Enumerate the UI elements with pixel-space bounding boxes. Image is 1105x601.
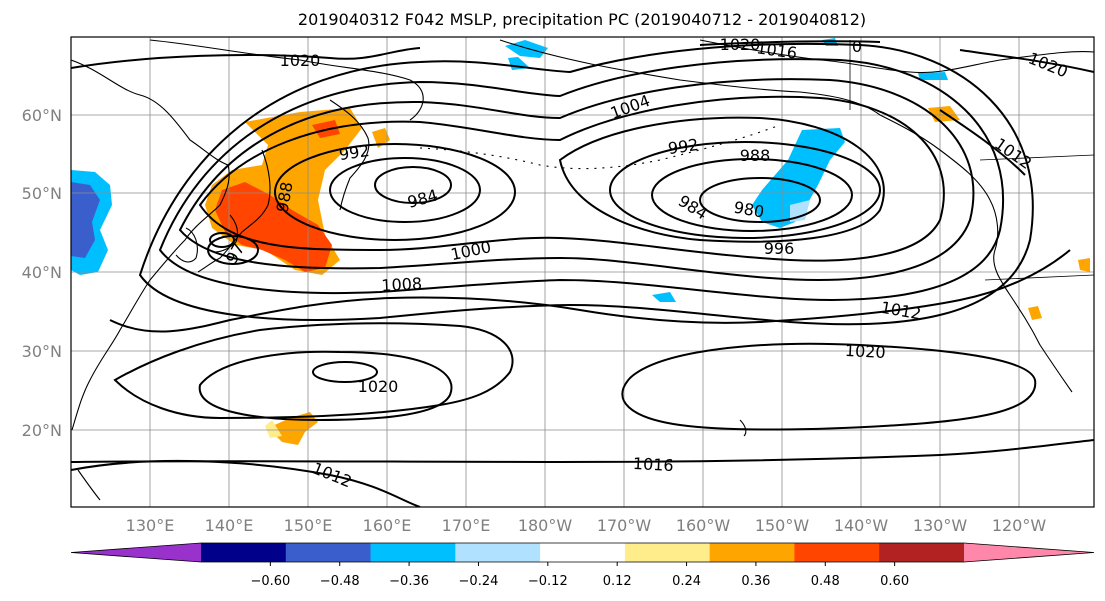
isobar-1020-top (71, 47, 421, 69)
precip-orange-east-3 (1078, 258, 1090, 272)
isobar-988-east (609, 141, 881, 239)
lon-label: 130°E (126, 516, 175, 535)
colorbar-segment (794, 543, 880, 562)
colorbar-segment (285, 543, 372, 562)
precip-cyan-alaska (752, 128, 845, 228)
isobar-label: 1008 (381, 274, 423, 295)
lat-axis: 60°N 50°N 40°N 30°N 20°N (22, 106, 62, 440)
colorbar-tick-label: 0.36 (741, 574, 770, 589)
isobar-1012-mid (109, 249, 1071, 333)
lat-label: 20°N (22, 421, 62, 440)
isobar-1016-south (71, 439, 1094, 464)
isobar-984-west (374, 166, 452, 204)
isobar-label: 1020 (280, 51, 321, 70)
lon-label: 120°W (992, 516, 1047, 535)
precip-cyan-top-3 (918, 72, 948, 80)
lat-label: 60°N (22, 106, 62, 125)
isobar-1000 (178, 78, 975, 281)
lat-label: 40°N (22, 263, 62, 282)
isobar-label: 1020 (844, 341, 886, 362)
isobar-label: 996 (764, 239, 795, 258)
colorbar (70, 542, 1095, 563)
map-title: 2019040312 F042 MSLP, precipitation PC (… (298, 10, 866, 29)
isobar-1016-top (699, 40, 881, 46)
isobar-small-japan (209, 232, 235, 248)
isobars (71, 40, 1094, 507)
isobar-label: 1016 (632, 454, 674, 475)
map-border (70, 36, 1095, 508)
isobar-992-west (274, 143, 516, 241)
lon-label: 180°W (518, 516, 573, 535)
precip-red-core (215, 182, 332, 272)
colorbar-segment (201, 543, 287, 562)
isobar-988-west (329, 157, 481, 223)
precip-cyan-patch-mid (652, 292, 676, 302)
lon-label: 160°W (676, 516, 731, 535)
isobar-label: 988 (740, 146, 771, 165)
lon-label: 150°W (755, 516, 810, 535)
colorbar-tick-label: −0.60 (250, 574, 290, 589)
precip-lightblue-alaska (790, 200, 810, 222)
colorbar-extend-min (71, 543, 201, 562)
colorbar-tick-label: 0.12 (603, 574, 632, 589)
colorbar-tick-label: −0.48 (320, 574, 360, 589)
precip-blue-asia (71, 182, 100, 258)
lon-label: 140°W (834, 516, 889, 535)
colorbar-tick-label: −0.24 (459, 574, 499, 589)
lon-label: 130°W (913, 516, 968, 535)
isobar-996 (198, 95, 945, 262)
lon-label: 150°E (284, 516, 333, 535)
isobar-1008 (138, 42, 1034, 326)
colorbar-tick-label: −0.36 (389, 574, 429, 589)
colorbar-tick-label: 0.24 (672, 574, 701, 589)
isobar-label: 1020 (358, 377, 399, 396)
isobar-1020-topright (959, 49, 1094, 73)
coastlines (71, 39, 1094, 501)
colorbar-ticks: −0.60 −0.48 −0.36 −0.24 −0.12 0.12 0.24 0.36 0.4… (250, 562, 909, 589)
colorbar-tick-label: 0.60 (880, 574, 909, 589)
gridlines (71, 37, 1094, 507)
lon-label: 170°W (597, 516, 652, 535)
lon-label: 170°E (442, 516, 491, 535)
isobar-label: 0 (852, 37, 862, 56)
isobar-small-japan-2 (207, 235, 259, 265)
lon-label: 160°E (363, 516, 412, 535)
lon-label: 140°E (205, 516, 254, 535)
isobar-1020-west (312, 361, 378, 383)
colorbar-tick-label: 0.48 (811, 574, 840, 589)
isobar-1012-south (71, 459, 421, 507)
precip-yellow-halo-20n (265, 420, 282, 438)
isobar-980-east (699, 177, 821, 223)
colorbar-segment (370, 543, 456, 562)
isobar-1020-east (621, 342, 1037, 431)
lat-label: 30°N (22, 342, 62, 361)
colorbar-segment (540, 543, 626, 562)
precip-orange-east-2 (1028, 306, 1042, 320)
isobar-984-east (651, 158, 853, 232)
isobar-label: 992 (667, 135, 700, 158)
precip-orange-patch-kamchatka (372, 128, 390, 148)
map-content: 1020 1020 1016 0 1020 1004 992 992 988 9… (71, 35, 1094, 507)
isobar-1012-right (939, 109, 1026, 176)
isobar-1018-west (198, 350, 453, 422)
isobar-1016-west (113, 322, 514, 420)
isobar-1004 (158, 58, 1005, 301)
isobar-label: 1020 (720, 35, 761, 54)
colorbar-extend-max (964, 543, 1094, 562)
colorbar-tick-label: −0.12 (528, 574, 568, 589)
lat-label: 50°N (22, 184, 62, 203)
colorbar-segment (624, 543, 711, 562)
lon-axis: 130°E 140°E 150°E 160°E 170°E 180°W 170°… (126, 516, 1047, 535)
colorbar-segment (879, 543, 965, 562)
isobar-992-east (558, 116, 885, 243)
isobar-label: 992 (338, 141, 371, 164)
colorbar-outline (70, 542, 1095, 563)
colorbar-segment (709, 543, 795, 562)
colorbar-segment (455, 543, 541, 562)
